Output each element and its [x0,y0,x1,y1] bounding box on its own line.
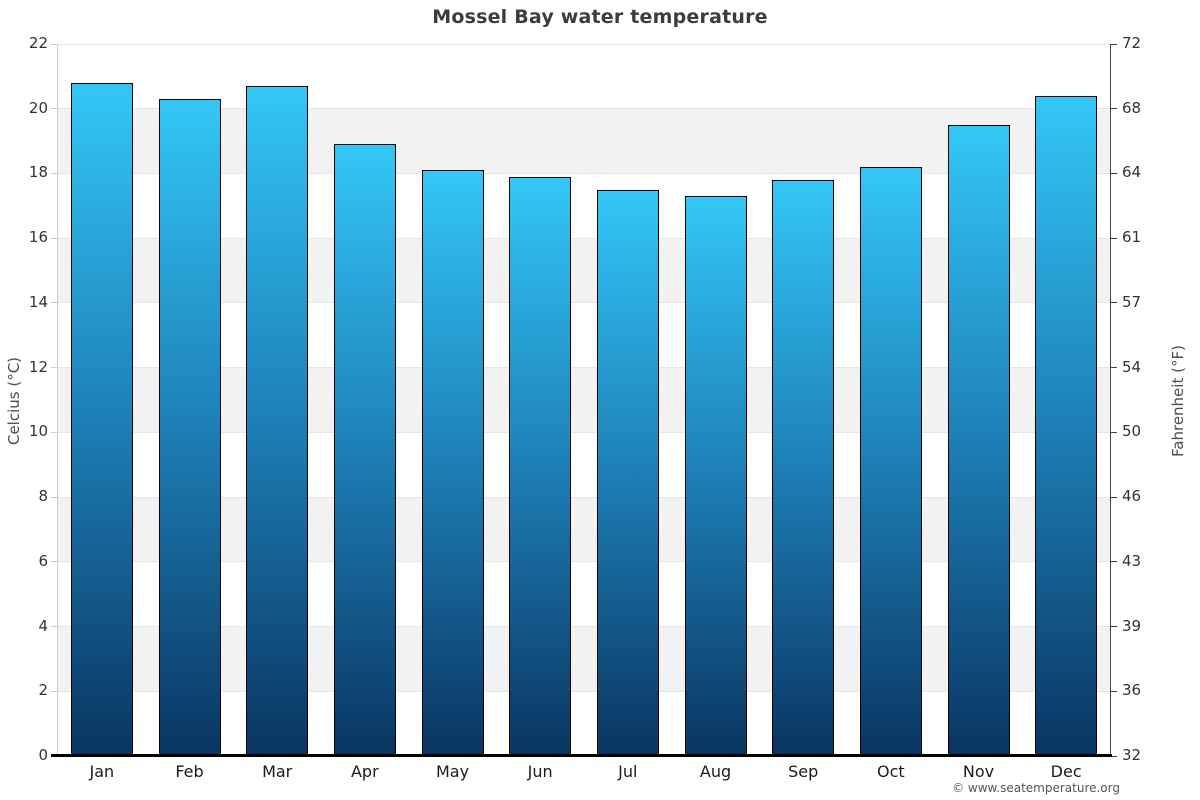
celsius-tick-label: 4 [38,616,48,635]
celsius-tick-label: 0 [38,746,48,764]
celsius-tick-label: 18 [28,163,48,182]
fahrenheit-tick-label: 61 [1122,228,1142,247]
bar-dec[interactable] [1035,95,1098,756]
right-axis-tick [1111,561,1117,563]
fahrenheit-tick-label: 46 [1122,487,1142,506]
right-axis-tick [1111,302,1117,304]
gridline [58,43,1110,45]
left-axis-tick [51,431,57,433]
gridline [58,431,1110,433]
left-axis-tick [51,496,57,498]
right-axis-tick [1111,108,1117,110]
chart-title: Mossel Bay water temperature [432,6,768,28]
celsius-tick-label: 10 [28,422,48,441]
right-axis-line [1110,44,1111,756]
bar-mar[interactable] [246,86,309,756]
fahrenheit-tick-label: 54 [1122,357,1142,376]
celsius-tick-label: 14 [28,292,48,311]
gridline [58,172,1110,174]
fahrenheit-tick-label: 64 [1122,163,1142,182]
celsius-tick-label: 20 [28,98,48,117]
x-axis-label-nov: Nov [962,762,995,781]
bar-apr[interactable] [333,144,396,756]
gridline [58,367,1110,369]
attribution-link[interactable]: © www.seatemperature.org [952,781,1120,795]
right-axis-tick [1111,626,1117,628]
left-axis-tick [51,108,57,110]
fahrenheit-tick-label: 72 [1122,34,1142,52]
bar-oct[interactable] [859,166,922,756]
right-axis-tick [1111,43,1117,45]
left-axis-tick [51,690,57,692]
grid-band [58,626,1110,692]
x-axis-label-jun: Jun [527,762,553,781]
bottom-axis-line [51,754,1112,757]
x-axis-label-aug: Aug [699,762,732,781]
fahrenheit-tick-label: 36 [1122,681,1142,700]
gridline [58,626,1110,628]
left-axis-tick [51,237,57,239]
gridline [58,237,1110,239]
grid-band [58,238,1110,303]
x-axis-label-apr: Apr [350,762,379,781]
right-axis-tick [1111,237,1117,239]
fahrenheit-tick-label: 39 [1122,616,1142,635]
x-axis-label-feb: Feb [175,762,204,781]
right-axis-tick [1111,690,1117,692]
celsius-tick-label: 22 [28,34,48,52]
grid-band [58,108,1110,174]
fahrenheit-tick-label: 68 [1122,98,1142,117]
left-axis-tick [51,302,57,304]
x-axis-label-mar: Mar [262,762,293,781]
plot-area [58,43,1110,757]
celsius-tick-label: 2 [38,681,48,700]
x-axis-label-dec: Dec [1050,762,1082,781]
fahrenheit-tick-label: 43 [1122,551,1142,570]
x-axis-label-oct: Oct [876,762,905,781]
bar-nov[interactable] [947,124,1010,756]
bar-sep[interactable] [772,179,835,756]
gridline [58,108,1110,110]
gridline [58,690,1110,692]
celsius-tick-label: 16 [28,228,48,247]
right-axis-tick [1111,755,1117,757]
bar-jun[interactable] [509,176,572,756]
left-axis-tick [51,367,57,369]
bar-may[interactable] [421,170,484,756]
x-axis-label-jan: Jan [89,762,115,781]
fahrenheit-tick-label: 32 [1122,746,1142,764]
gridline [58,302,1110,304]
bar-jan[interactable] [70,82,133,756]
left-axis-tick [51,626,57,628]
bar-jul[interactable] [596,189,659,756]
left-axis-line [57,44,58,756]
right-axis-tick [1111,431,1117,433]
gridline [58,496,1110,498]
fahrenheit-tick-label: 50 [1122,422,1142,441]
celsius-tick-label: 8 [38,487,48,506]
x-axis-label-jul: Jul [618,762,638,781]
x-axis-label-may: May [435,762,470,781]
grid-band [58,497,1110,562]
celsius-tick-label: 12 [28,357,48,376]
left-axis-tick [51,561,57,563]
right-axis-tick [1111,367,1117,369]
right-axis-title: Fahrenheit (°F) [1169,345,1187,457]
fahrenheit-tick-label: 57 [1122,292,1142,311]
x-axis-label-sep: Sep [788,762,819,781]
left-axis-tick [51,43,57,45]
bar-feb[interactable] [158,99,221,756]
right-axis-tick [1111,172,1117,174]
bar-aug[interactable] [684,196,747,756]
left-axis-tick [51,172,57,174]
celsius-tick-label: 6 [38,551,48,570]
gridline [58,561,1110,563]
right-axis-tick [1111,496,1117,498]
grid-band [58,367,1110,433]
